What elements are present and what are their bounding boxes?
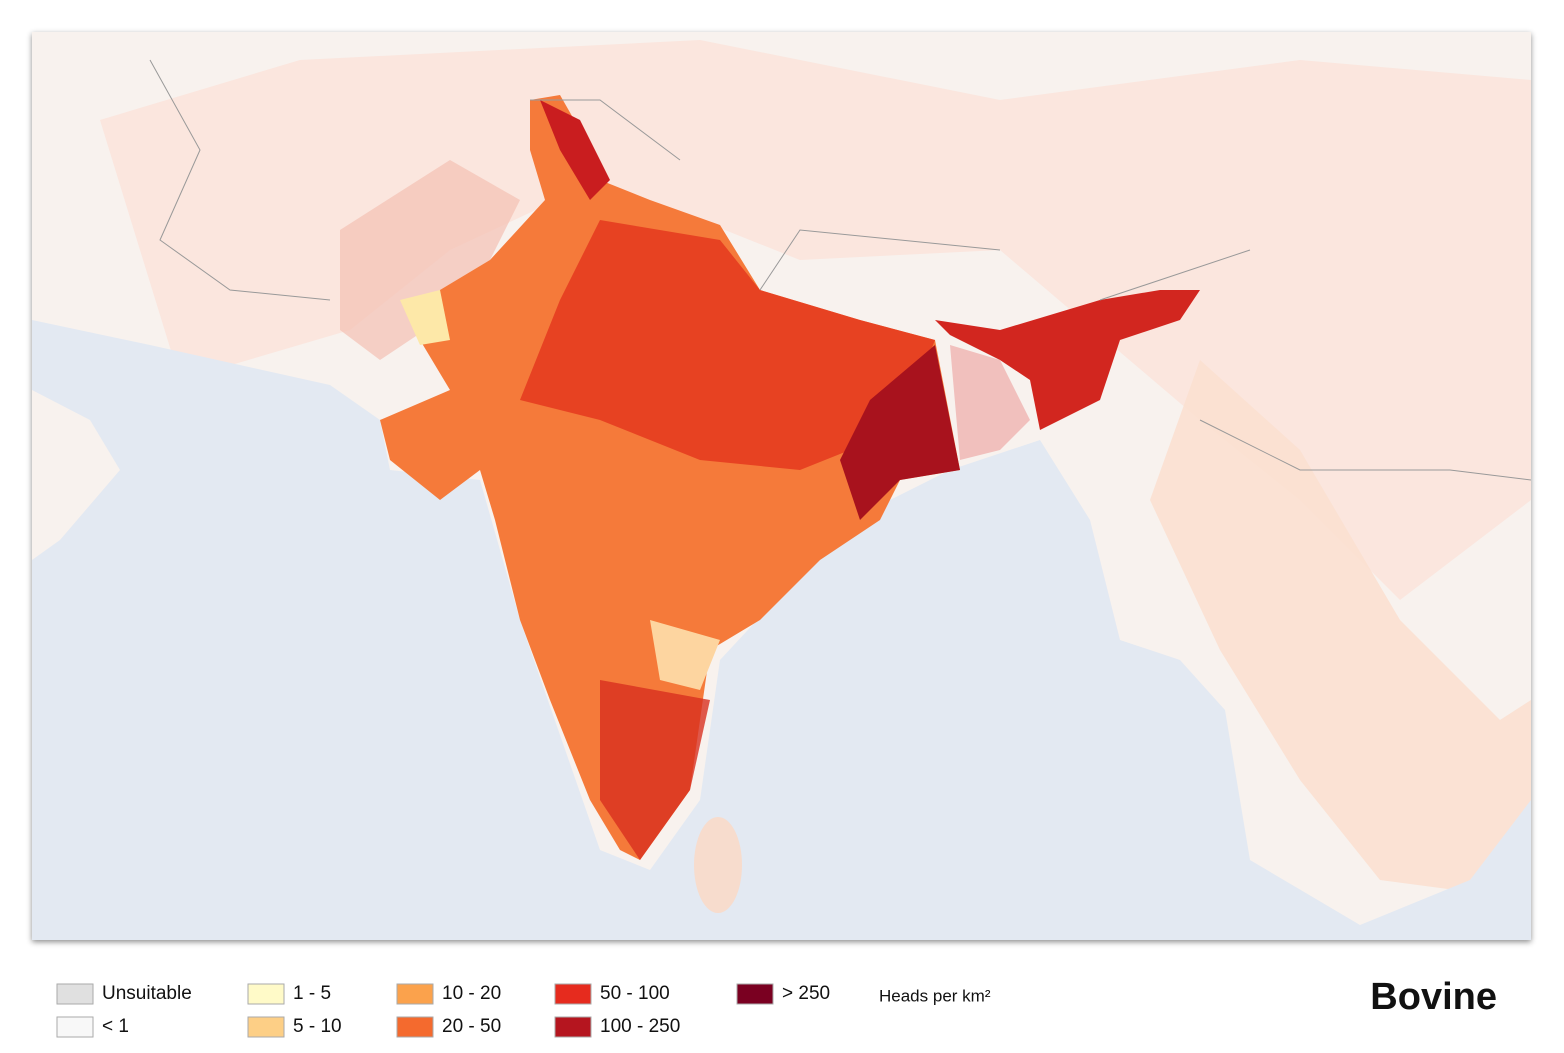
legend-label: > 250 (782, 983, 830, 1004)
legend-label: 5 - 10 (293, 1016, 342, 1037)
legend-swatch (247, 1016, 285, 1038)
legend-swatch (396, 1016, 434, 1038)
borders (149, 59, 1531, 481)
legend-swatch (736, 983, 774, 1005)
south-density (600, 680, 710, 860)
sea (32, 320, 1531, 940)
gangetic-density (520, 220, 935, 470)
legend-label: 10 - 20 (442, 983, 501, 1004)
northeast-density (935, 290, 1200, 430)
deccan-low (650, 620, 720, 690)
legend-swatch (56, 983, 94, 1005)
legend-swatch (396, 983, 434, 1005)
bengal-density (840, 345, 960, 520)
legend-unit: Heads per km² (879, 986, 991, 1005)
legend-label: 100 - 250 (600, 1016, 680, 1037)
legend-swatch (554, 1016, 592, 1038)
legend-label: < 1 (102, 1016, 129, 1037)
legend-label: Unsuitable (102, 983, 192, 1004)
pakistan-density (340, 160, 520, 360)
legend-label: 1 - 5 (293, 983, 331, 1004)
legend-swatch (56, 1016, 94, 1038)
legend-swatch (554, 983, 592, 1005)
thar-low (400, 290, 450, 345)
legend-label: 50 - 100 (600, 983, 670, 1004)
arabia-land (32, 390, 120, 560)
legend-swatch (247, 983, 285, 1005)
map-layer (32, 40, 1531, 940)
bangladesh (950, 345, 1030, 460)
se-asia-density (1150, 360, 1531, 900)
kashmir-density (540, 100, 610, 200)
legend-label: 20 - 50 (442, 1016, 501, 1037)
sri-lanka (694, 817, 742, 913)
india-density (380, 95, 960, 860)
map-title: Bovine (1370, 976, 1497, 1018)
